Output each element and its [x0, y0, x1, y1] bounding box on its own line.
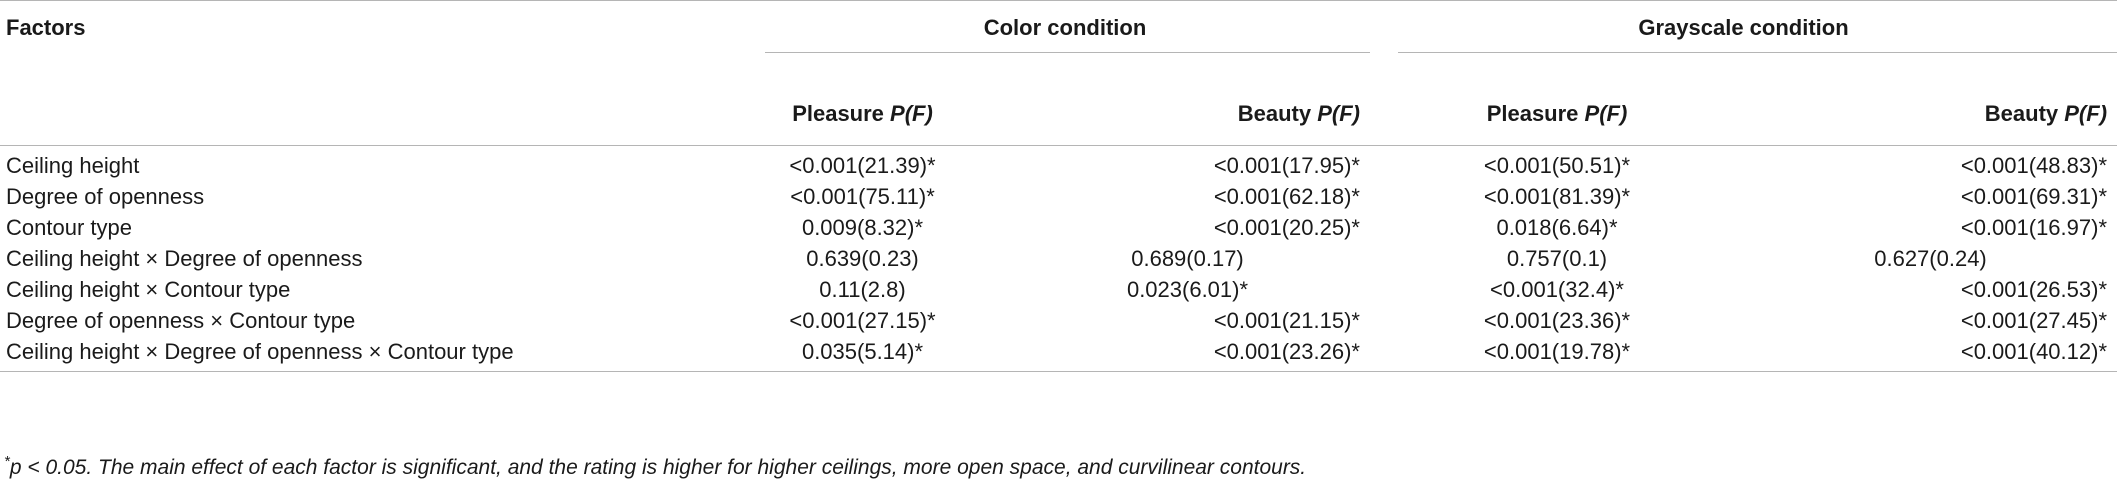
subheader-stat: P(F) — [1317, 101, 1360, 126]
table-row: Ceiling height <0.001(21.39)* <0.001(17.… — [0, 146, 2117, 182]
grayscale-pleasure-cell: <0.001(19.78)* — [1483, 338, 1631, 364]
grayscale-pleasure-cell: <0.001(81.39)* — [1483, 183, 1631, 209]
color-pleasure-header: Pleasure P(F) — [760, 83, 1005, 146]
color-pleasure-cell: 0.009(8.32)* — [801, 214, 924, 240]
color-pleasure-cell: 0.639(0.23) — [806, 245, 919, 271]
table-row: Ceiling height × Contour type 0.11(2.8) … — [0, 274, 2117, 305]
color-pleasure-cell: <0.001(27.15)* — [789, 307, 936, 333]
grayscale-pleasure-cell: 0.757(0.1) — [1506, 245, 1608, 271]
factor-cell: Ceiling height × Degree of openness — [6, 245, 363, 271]
color-beauty-cell: <0.001(20.25)* — [1213, 214, 1360, 240]
grayscale-beauty-cell: <0.001(16.97)* — [1960, 214, 2108, 240]
color-beauty-cell: <0.001(21.15)* — [1213, 307, 1360, 333]
color-beauty-cell: 0.689(0.17) — [1131, 245, 1244, 271]
factor-cell: Degree of openness × Contour type — [6, 307, 356, 333]
table-row: Ceiling height × Degree of openness × Co… — [0, 336, 2117, 372]
factor-cell: Ceiling height — [6, 152, 140, 178]
grayscale-beauty-cell: 0.627(0.24) — [1874, 245, 1987, 271]
results-table-container: Factors Color condition Grayscale condit… — [0, 0, 2117, 372]
subheader-stat: P(F) — [890, 101, 933, 126]
factors-subheader-empty — [0, 83, 760, 146]
grayscale-pleasure-cell: <0.001(32.4)* — [1490, 276, 1624, 302]
grayscale-beauty-cell: <0.001(26.53)* — [1960, 276, 2108, 302]
color-beauty-cell: 0.023(6.01)* — [1126, 276, 1249, 302]
grayscale-condition-label: Grayscale condition — [1638, 15, 1849, 40]
color-pleasure-cell: 0.11(2.8) — [819, 276, 906, 302]
table-body: Ceiling height <0.001(21.39)* <0.001(17.… — [0, 146, 2117, 372]
factor-cell: Ceiling height × Contour type — [6, 276, 291, 302]
color-pleasure-cell: 0.035(5.14)* — [801, 338, 924, 364]
subheader-stat: P(F) — [2064, 101, 2108, 126]
subheader-label: Pleasure — [792, 101, 891, 126]
subheader-label: Beauty — [1237, 101, 1318, 126]
subheader-label: Pleasure — [1486, 101, 1585, 126]
table-row: Degree of openness × Contour type <0.001… — [0, 305, 2117, 336]
footnote-text: p < 0.05. The main effect of each factor… — [9, 456, 1307, 479]
color-beauty-header: Beauty P(F) — [1005, 83, 1370, 146]
table-header: Factors Color condition Grayscale condit… — [0, 0, 2117, 146]
group-header-row: Factors Color condition Grayscale condit… — [0, 0, 2117, 84]
color-pleasure-cell: <0.001(21.39)* — [789, 152, 936, 178]
grayscale-pleasure-cell: 0.018(6.64)* — [1496, 214, 1618, 240]
grayscale-pleasure-cell: <0.001(23.36)* — [1483, 307, 1631, 333]
color-condition-label: Color condition — [983, 15, 1147, 40]
color-beauty-cell: <0.001(23.26)* — [1213, 338, 1360, 364]
grayscale-beauty-cell: <0.001(69.31)* — [1960, 183, 2108, 209]
color-condition-rule — [765, 52, 1370, 53]
footnote-marker: * — [4, 453, 10, 470]
grayscale-beauty-cell: <0.001(48.83)* — [1960, 152, 2108, 178]
color-pleasure-cell: <0.001(75.11)* — [790, 183, 935, 209]
grayscale-condition-rule — [1398, 52, 2117, 53]
table-row: Ceiling height × Degree of openness 0.63… — [0, 243, 2117, 274]
grayscale-pleasure-cell: <0.001(50.51)* — [1483, 152, 1631, 178]
grayscale-beauty-cell: <0.001(40.12)* — [1960, 338, 2108, 364]
table-footnote: *p < 0.05. The main effect of each facto… — [4, 453, 1306, 480]
grayscale-pleasure-header: Pleasure P(F) — [1370, 83, 1744, 146]
subheader-row: Pleasure P(F) Beauty P(F) Pleasure P(F) … — [0, 83, 2117, 146]
factors-column-header: Factors — [6, 15, 86, 40]
factor-cell: Degree of openness — [6, 183, 205, 209]
factor-cell: Ceiling height × Degree of openness × Co… — [6, 338, 514, 364]
subheader-label: Beauty — [1984, 101, 2065, 126]
table-row: Contour type 0.009(8.32)* <0.001(20.25)*… — [0, 212, 2117, 243]
color-condition-header: Color condition — [760, 1, 1370, 84]
factor-cell: Contour type — [6, 214, 132, 240]
color-beauty-cell: <0.001(62.18)* — [1213, 183, 1360, 209]
subheader-stat: P(F) — [1584, 101, 1628, 126]
table-row: Degree of openness <0.001(75.11)* <0.001… — [0, 181, 2117, 212]
grayscale-beauty-cell: <0.001(27.45)* — [1960, 307, 2108, 333]
anova-results-table: Factors Color condition Grayscale condit… — [0, 0, 2117, 372]
color-beauty-cell: <0.001(17.95)* — [1213, 152, 1360, 178]
grayscale-beauty-header: Beauty P(F) — [1744, 83, 2117, 146]
grayscale-condition-header: Grayscale condition — [1370, 1, 2117, 84]
